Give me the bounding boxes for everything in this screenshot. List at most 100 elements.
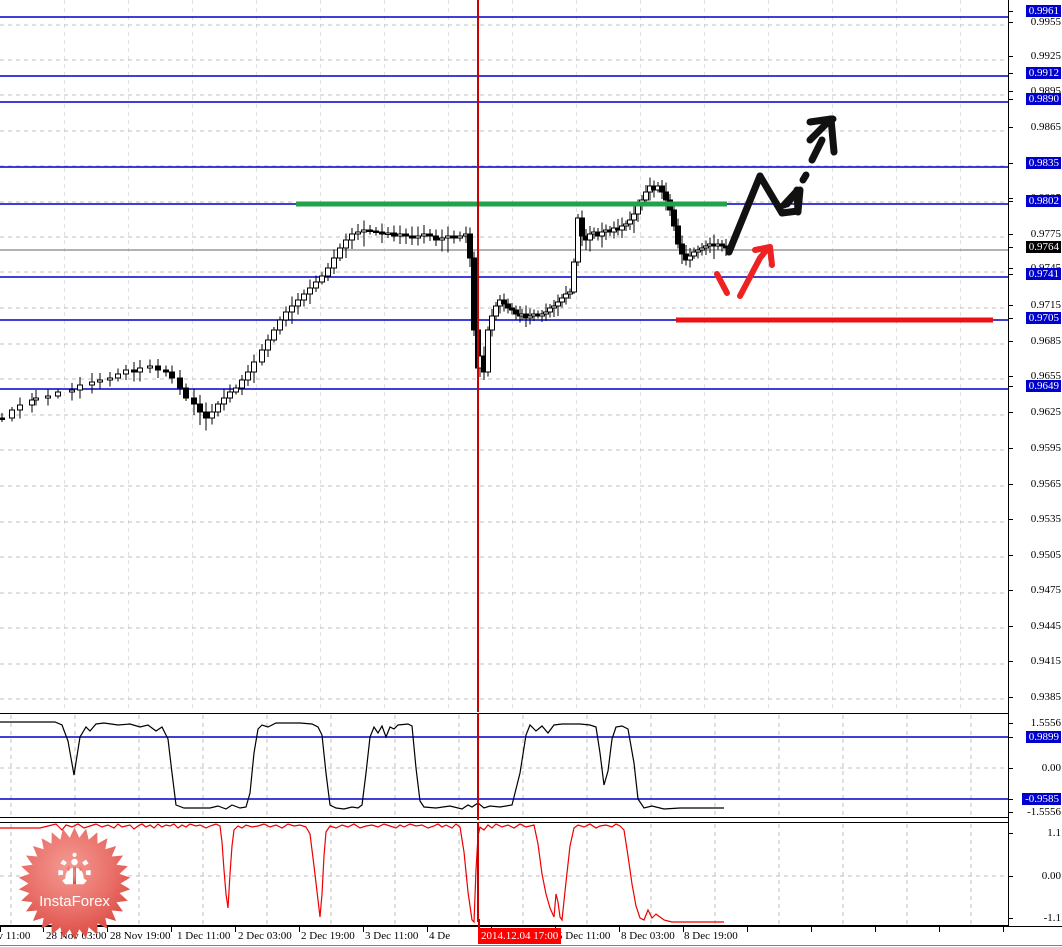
vertical-gridlines <box>11 0 1008 712</box>
panel2-vertical-gridlines <box>10 824 972 925</box>
time-axis-label: 5 Dec 11:00 <box>557 930 611 942</box>
price-axis-label: 0.9475 <box>1030 584 1061 596</box>
oscillator-panel-2[interactable] <box>0 822 1062 926</box>
price-tickmark <box>1009 519 1013 520</box>
logo-starburst-icon <box>18 827 131 940</box>
time-tickmark <box>0 927 1 932</box>
panel2-top-border <box>0 822 1008 823</box>
price-tickmark <box>1009 723 1013 724</box>
price-tickmark <box>1009 876 1013 877</box>
level-price-label[interactable]: 0.9705 <box>1025 312 1061 324</box>
price-axis-label: 1.5556 <box>1030 717 1061 729</box>
time-axis-label: 4 De <box>429 930 451 942</box>
time-tickmark <box>811 927 812 932</box>
instaforex-logo: InstaForex <box>18 827 131 940</box>
price-axis-label: 0.9715 <box>1030 299 1061 311</box>
price-axis-label: 0.00 <box>1041 870 1061 882</box>
time-tickmark <box>107 927 108 932</box>
axis-bottom-rule <box>0 945 1062 946</box>
level-price-label[interactable]: -0.9585 <box>1022 793 1061 805</box>
price-axis-label: 1.1 <box>1047 827 1061 839</box>
price-tickmark <box>1009 737 1013 738</box>
oscillator1-line <box>0 721 724 810</box>
level-price-label[interactable]: 0.9741 <box>1025 268 1061 280</box>
time-axis-label: 28 Nov 03:00 <box>46 930 107 942</box>
black-bullish-forecast-arrow[interactable] <box>725 115 837 256</box>
black-arrow-head <box>806 115 838 156</box>
price-tickmark <box>1009 127 1013 128</box>
price-tickmark <box>1009 341 1013 342</box>
current-price-label[interactable]: 0.9764 <box>1025 241 1061 253</box>
price-axis-label: 0.9535 <box>1030 513 1061 525</box>
level-price-label[interactable]: 0.9899 <box>1025 731 1061 743</box>
time-tickmark <box>43 927 44 932</box>
oscillator1-svg <box>0 713 1008 820</box>
price-axis-label: 0.9385 <box>1030 691 1061 703</box>
price-axis-label: 0.9415 <box>1030 655 1061 667</box>
level-price-label[interactable]: 0.9802 <box>1025 195 1061 207</box>
price-tickmark <box>1009 833 1013 834</box>
time-tickmark <box>363 927 364 932</box>
price-tickmark <box>1009 484 1013 485</box>
level-price-label[interactable]: 0.9890 <box>1025 93 1061 105</box>
panel1-top-border <box>0 713 1008 714</box>
price-tickmark <box>1009 799 1013 800</box>
time-tickmark <box>171 927 172 932</box>
price-axis-label: 0.00 <box>1041 762 1061 774</box>
time-axis-label: 28 Nov 19:00 <box>110 930 171 942</box>
price-tickmark <box>1009 376 1013 377</box>
price-tickmark <box>1009 99 1013 100</box>
price-scale[interactable]: 0.9961 0.9955 0.9925 0.9912 0.9895 0.9890 0.98… <box>1008 0 1062 926</box>
level-price-label[interactable]: 0.9912 <box>1025 67 1061 79</box>
cursor-time-label[interactable]: 2014.12.04 17:00 <box>478 928 562 944</box>
level-price-label[interactable]: 0.9961 <box>1025 5 1061 17</box>
price-tickmark <box>1009 163 1013 164</box>
price-tickmark <box>1009 697 1013 698</box>
time-axis-label: 1 Dec 11:00 <box>177 930 231 942</box>
time-tickmark <box>619 927 620 932</box>
price-tickmark <box>1009 234 1013 235</box>
price-axis-label: 0.9505 <box>1030 549 1061 561</box>
price-axis-label: 0.9775 <box>1030 228 1061 240</box>
price-tickmark <box>1009 412 1013 413</box>
price-tickmark <box>1009 555 1013 556</box>
logo-text: InstaForex <box>39 893 110 910</box>
price-chart-panel[interactable] <box>0 0 1062 712</box>
panel2-bottom-border <box>0 925 1008 926</box>
price-tickmark <box>1009 318 1013 319</box>
time-tickmark <box>1003 927 1004 932</box>
oscillator-panel-1[interactable] <box>0 713 1062 820</box>
price-axis-label: 0.9445 <box>1030 620 1061 632</box>
gear-people-icon <box>58 852 91 885</box>
red-bullish-forecast-arrow[interactable] <box>714 244 775 299</box>
time-axis-label: ov 11:00 <box>0 930 31 942</box>
price-axis-label: -1.5556 <box>1027 806 1061 818</box>
price-axis-label: 0.9595 <box>1030 442 1061 454</box>
price-tickmark <box>1009 918 1013 919</box>
price-axis-label: 0.9925 <box>1030 50 1061 62</box>
time-axis-label: 8 Dec 19:00 <box>684 930 738 942</box>
candlestick-series <box>0 177 729 431</box>
price-tickmark <box>1009 590 1013 591</box>
time-tickmark <box>235 927 236 932</box>
price-tickmark <box>1009 91 1013 92</box>
price-axis-label: 0.9955 <box>1030 16 1061 28</box>
price-tickmark <box>1009 626 1013 627</box>
price-axis-label: 0.9655 <box>1030 370 1061 382</box>
price-tickmark <box>1009 73 1013 74</box>
panel1-bottom-border <box>0 817 1008 818</box>
price-axis-label: 0.9685 <box>1030 335 1061 347</box>
price-tickmark <box>1009 274 1013 275</box>
price-plot-area[interactable] <box>0 0 1008 712</box>
level-price-label[interactable]: 0.9649 <box>1025 380 1061 392</box>
time-tickmark <box>939 927 940 932</box>
oscillator2-line <box>0 823 724 924</box>
price-axis-label: 0.9865 <box>1030 121 1061 133</box>
time-axis-label: 2 Dec 19:00 <box>301 930 355 942</box>
level-price-label[interactable]: 0.9835 <box>1025 157 1061 169</box>
oscillator2-svg <box>0 822 1008 925</box>
price-tickmark <box>1009 198 1013 199</box>
time-tickmark <box>747 927 748 932</box>
